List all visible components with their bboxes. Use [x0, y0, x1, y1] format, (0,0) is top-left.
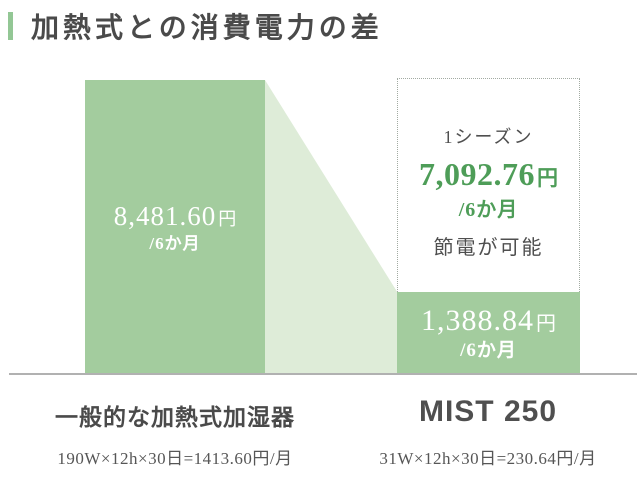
bar-heated-humidifier: 8,481.60 円 /6か月	[85, 80, 265, 374]
bar-heated-value: 8,481.60 円	[114, 201, 237, 232]
bar-heated-period: /6か月	[149, 233, 201, 253]
bar-mist250: 1,388.84 円 /6か月	[397, 292, 580, 374]
savings-note: 節電が可能	[433, 237, 544, 259]
label-mist250: MIST 250	[418, 395, 558, 428]
bar-mist250-value: 1,388.84 円	[421, 304, 556, 339]
bar-mist250-period: /6か月	[460, 340, 517, 362]
savings-amount: 7,092.76	[419, 156, 535, 192]
savings-value: 7,092.76円	[398, 158, 579, 190]
label-heated-humidifier: 一般的な加熱式加湿器	[55, 405, 295, 430]
savings-unit: 円	[537, 166, 558, 190]
bar-mist250-amount: 1,388.84	[421, 303, 534, 337]
formula-heated-humidifier: 190W×12h×30日=1413.60円/月	[57, 449, 293, 468]
savings-period: /6か月	[458, 199, 519, 221]
page-title: 加熱式との消費電力の差	[31, 13, 383, 44]
savings-callout-box: 1シーズン 7,092.76円 /6か月 節電が可能	[397, 78, 580, 292]
season-label: 1シーズン	[443, 127, 534, 147]
difference-slope-shape	[265, 80, 397, 374]
bar-mist250-unit: 円	[536, 312, 556, 335]
baseline-rule	[9, 373, 637, 375]
bar-heated-amount: 8,481.60	[113, 200, 217, 231]
formula-mist250: 31W×12h×30日=230.64円/月	[379, 449, 597, 468]
title-accent-bar	[8, 12, 13, 40]
bar-heated-unit: 円	[218, 208, 237, 229]
